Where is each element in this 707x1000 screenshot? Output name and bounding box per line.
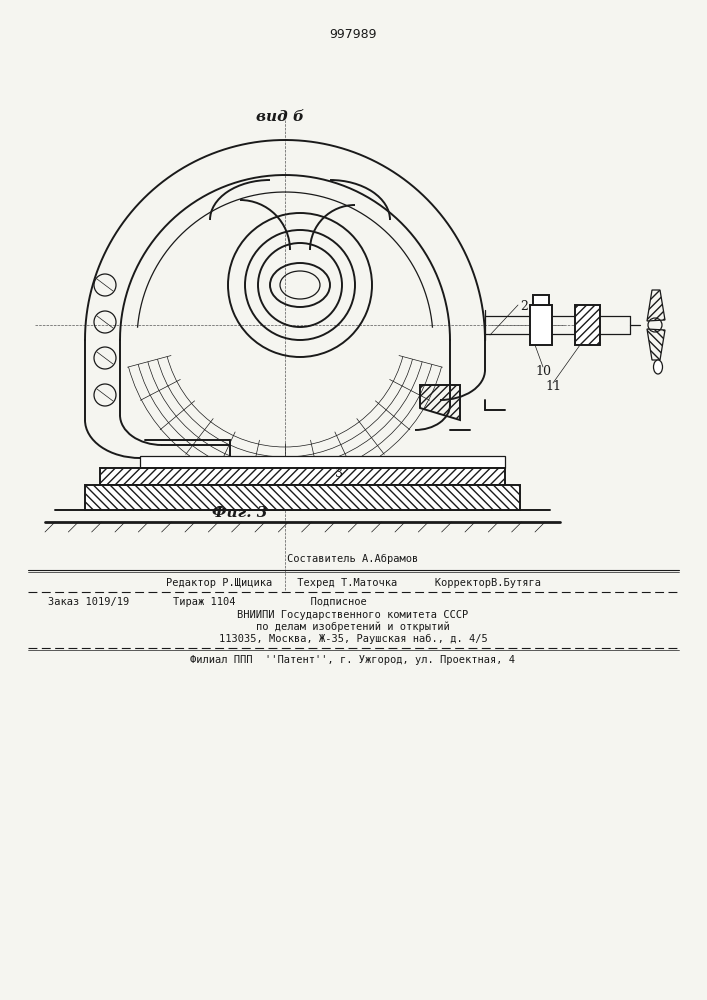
Bar: [530, 305, 552, 345]
Text: Фиг. 3: Фиг. 3: [212, 506, 268, 520]
Text: Составитель А.Абрамов: Составитель А.Абрамов: [287, 554, 419, 564]
Bar: [100, 468, 505, 485]
Ellipse shape: [653, 360, 662, 374]
Bar: [575, 305, 600, 345]
Text: 113035, Москва, Ж-35, Раушская наб., д. 4/5: 113035, Москва, Ж-35, Раушская наб., д. …: [218, 634, 487, 644]
Text: Редактор Р.Щицика    Техред Т.Маточка      КорректорВ.Бутяга: Редактор Р.Щицика Техред Т.Маточка Корре…: [165, 578, 540, 588]
Bar: [100, 468, 505, 485]
Bar: [140, 456, 505, 468]
Bar: [85, 485, 520, 510]
Text: Филиал ППП  ''Патент'', г. Ужгород, ул. Проектная, 4: Филиал ППП ''Патент'', г. Ужгород, ул. П…: [190, 655, 515, 665]
Text: Заказ 1019/19       Тираж 1104            Подписное: Заказ 1019/19 Тираж 1104 Подписное: [48, 597, 367, 607]
Text: ВНИИПИ Государственного комитета СССР: ВНИИПИ Государственного комитета СССР: [238, 610, 469, 620]
Bar: [575, 305, 600, 345]
Text: по делам изобретений и открытий: по делам изобретений и открытий: [256, 621, 450, 632]
Text: 3: 3: [335, 467, 343, 480]
Text: 2: 2: [520, 300, 528, 313]
Text: 997989: 997989: [329, 28, 377, 41]
Bar: [533, 295, 549, 305]
Text: 11: 11: [545, 380, 561, 393]
Text: 10: 10: [535, 365, 551, 378]
Bar: [85, 485, 520, 510]
Text: вид б: вид б: [256, 110, 304, 124]
